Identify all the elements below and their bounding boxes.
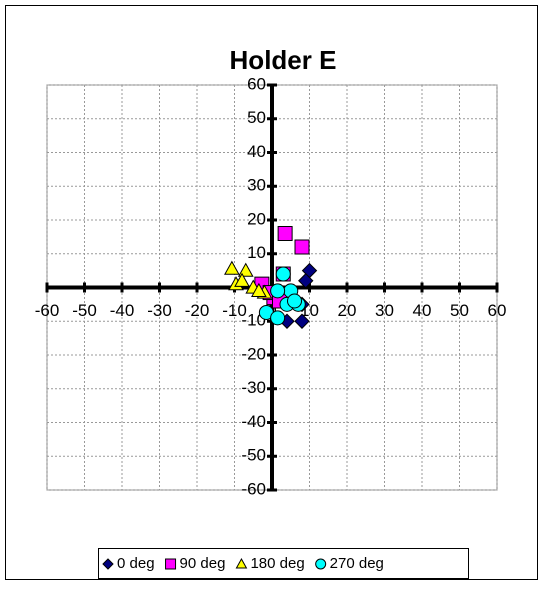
y-tick-label: -60 xyxy=(241,479,266,498)
x-tick-label: -20 xyxy=(185,301,210,320)
y-tick-label: 60 xyxy=(247,74,266,93)
x-tick-label: -10 xyxy=(222,301,247,320)
x-tick-label: 50 xyxy=(450,301,469,320)
y-tick-label: 40 xyxy=(247,142,266,161)
marker xyxy=(251,282,267,297)
legend-label: 270 deg xyxy=(330,555,384,572)
y-tick-label: 50 xyxy=(247,108,266,127)
legend xyxy=(98,548,469,579)
marker xyxy=(102,558,114,570)
marker xyxy=(275,266,291,282)
legend-label: 90 deg xyxy=(180,555,226,572)
legend-label: 180 deg xyxy=(250,555,304,572)
x-tick-label: -60 xyxy=(35,301,60,320)
marker xyxy=(270,310,286,326)
marker xyxy=(165,558,177,570)
y-tick-label: 20 xyxy=(247,209,266,228)
x-tick-label: -50 xyxy=(72,301,97,320)
y-tick-label: 30 xyxy=(247,176,266,195)
marker xyxy=(235,557,248,569)
y-tick-label: -20 xyxy=(241,344,266,363)
marker xyxy=(237,262,254,277)
chart-title: Holder E xyxy=(230,45,337,75)
marker xyxy=(294,239,310,255)
x-tick-label: 20 xyxy=(338,301,357,320)
x-tick-label: 60 xyxy=(488,301,507,320)
x-tick-label: 30 xyxy=(375,301,394,320)
x-tick-label: -30 xyxy=(147,301,172,320)
marker xyxy=(277,226,293,241)
marker xyxy=(298,273,314,289)
marker xyxy=(294,313,310,329)
x-tick-label: -40 xyxy=(110,301,135,320)
y-tick-label: 10 xyxy=(247,243,266,262)
marker xyxy=(315,558,327,570)
marker xyxy=(270,283,286,299)
marker xyxy=(287,293,302,309)
marker xyxy=(234,272,250,287)
x-tick-label: 40 xyxy=(413,301,432,320)
y-tick-label: -30 xyxy=(241,378,266,397)
y-tick-label: -40 xyxy=(241,412,266,431)
legend-label: 0 deg xyxy=(117,555,155,572)
y-tick-label: -50 xyxy=(241,446,266,465)
marker xyxy=(224,260,240,275)
